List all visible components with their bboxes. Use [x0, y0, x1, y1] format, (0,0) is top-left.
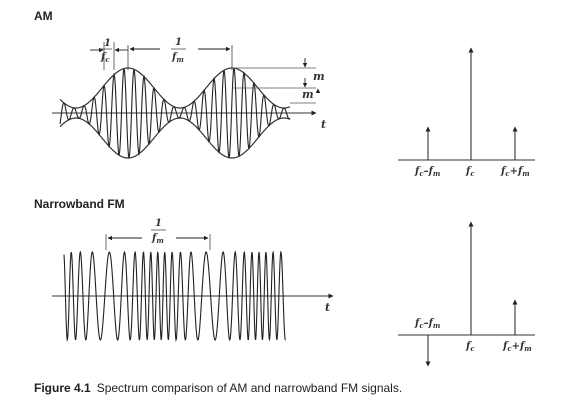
- svg-text:fm: fm: [151, 233, 164, 245]
- am-depth-label-top: m: [313, 70, 325, 83]
- am-title: AM: [34, 9, 53, 23]
- fm-spectrum-label-carrier: fc: [465, 341, 475, 353]
- am-mod-period-label: 1 fm: [171, 37, 186, 64]
- figure-caption: Figure 4.1 Spectrum comparison of AM and …: [34, 381, 402, 395]
- svg-text:fc: fc: [100, 52, 110, 64]
- svg-text:fm: fm: [171, 52, 184, 64]
- am-carrier-period-label: 1 fc: [100, 38, 112, 64]
- fm-spectrum-label-usb: fc+fm: [502, 341, 532, 353]
- am-lower-envelope: [59, 117, 291, 159]
- am-modulated-carrier: [59, 67, 291, 159]
- svg-text:1: 1: [175, 37, 182, 48]
- am-spectrum-label-carrier: fc: [465, 166, 475, 178]
- fm-title: Narrowband FM: [34, 197, 125, 211]
- svg-text:1: 1: [104, 38, 111, 49]
- fm-time-label: t: [325, 301, 330, 314]
- am-time-label: t: [321, 118, 326, 131]
- fm-spectrum-label-lsb: fc–fm: [414, 318, 440, 330]
- am-depth-label-bottom: m: [302, 88, 314, 101]
- figure-caption-label: Figure 4.1: [34, 381, 91, 395]
- am-spectrum-label-usb: fc+fm: [500, 166, 530, 178]
- svg-text:1: 1: [155, 218, 162, 229]
- fm-mod-period-label: 1 fm: [151, 218, 166, 245]
- fm-modulated-carrier: [63, 250, 286, 343]
- am-spectrum-label-lsb: fc–fm: [414, 166, 440, 178]
- figure-caption-text: Spectrum comparison of AM and narrowband…: [96, 381, 403, 395]
